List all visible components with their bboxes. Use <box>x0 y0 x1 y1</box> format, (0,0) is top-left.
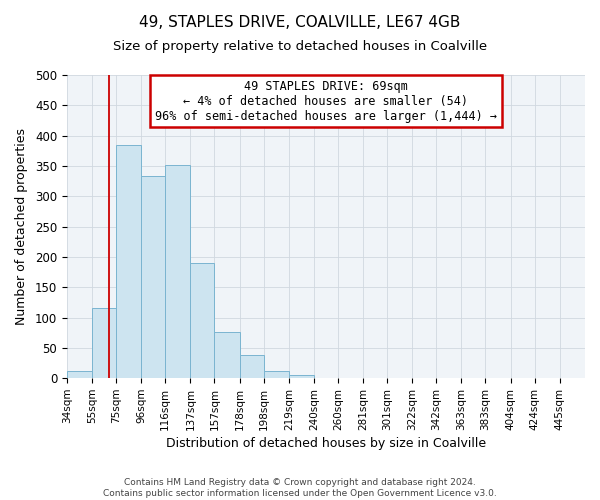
Text: 49 STAPLES DRIVE: 69sqm
← 4% of detached houses are smaller (54)
96% of semi-det: 49 STAPLES DRIVE: 69sqm ← 4% of detached… <box>155 80 497 122</box>
Y-axis label: Number of detached properties: Number of detached properties <box>15 128 28 325</box>
Text: 49, STAPLES DRIVE, COALVILLE, LE67 4GB: 49, STAPLES DRIVE, COALVILLE, LE67 4GB <box>139 15 461 30</box>
Bar <box>92 308 116 378</box>
Bar <box>165 164 190 378</box>
Bar <box>263 371 289 378</box>
Text: Size of property relative to detached houses in Coalville: Size of property relative to detached ho… <box>113 40 487 53</box>
Bar <box>67 371 92 378</box>
Bar <box>214 332 239 378</box>
Text: Contains HM Land Registry data © Crown copyright and database right 2024.
Contai: Contains HM Land Registry data © Crown c… <box>103 478 497 498</box>
Bar <box>116 144 141 378</box>
Bar <box>239 355 263 378</box>
Bar <box>141 176 165 378</box>
X-axis label: Distribution of detached houses by size in Coalville: Distribution of detached houses by size … <box>166 437 486 450</box>
Bar <box>289 375 314 378</box>
Bar <box>190 263 214 378</box>
